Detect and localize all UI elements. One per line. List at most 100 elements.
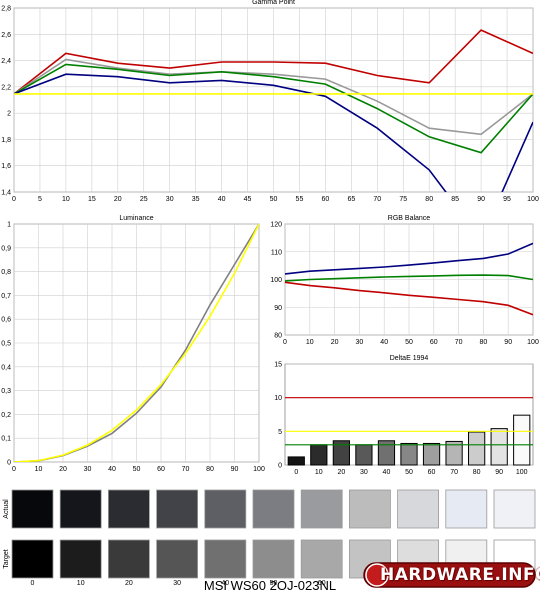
luminance-ytick-label: 0,5 bbox=[1, 341, 11, 348]
deltae-bar-70 bbox=[445, 440, 463, 466]
luminance-ytick-label: 1 bbox=[7, 222, 11, 229]
deltae-xtick-label: 30 bbox=[360, 469, 368, 476]
gamma-xtick-label: 80 bbox=[425, 196, 433, 203]
gamma-ytick-label: 1,4 bbox=[1, 190, 11, 197]
logo-text: HARDWARE.INFO bbox=[380, 565, 540, 585]
deltae-ytick-label: 15 bbox=[274, 362, 282, 369]
gamma-xtick-label: 35 bbox=[192, 196, 200, 203]
rgb-xtick-label: 80 bbox=[480, 339, 488, 346]
rgb-xtick-label: 60 bbox=[430, 339, 438, 346]
luminance-title: Luminance bbox=[119, 215, 153, 222]
deltae-bar-50 bbox=[400, 442, 418, 466]
deltae-xtick-label: 10 bbox=[315, 469, 323, 476]
swatch-target-20 bbox=[108, 539, 150, 579]
deltae-bar-20 bbox=[332, 440, 350, 466]
deltae-xtick-label: 0 bbox=[294, 469, 298, 476]
footer-caption: MSI WS60 2OJ-023NL bbox=[203, 578, 337, 593]
rgb-xtick-label: 20 bbox=[331, 339, 339, 346]
luminance-xtick-label: 30 bbox=[84, 466, 92, 473]
gamma-xtick-label: 20 bbox=[114, 196, 122, 203]
gamma-series-line-1 bbox=[14, 58, 533, 136]
luminance-xtick-label: 70 bbox=[182, 466, 190, 473]
gamma-xtick-label: 85 bbox=[451, 196, 459, 203]
swatch-target-60 bbox=[300, 539, 343, 579]
luminance-xtick-label: 0 bbox=[12, 466, 16, 473]
rgb-xtick-label: 90 bbox=[504, 339, 512, 346]
gamma-xtick-label: 15 bbox=[88, 196, 96, 203]
swatch-actual-20 bbox=[108, 489, 150, 529]
rgb-title: RGB Balance bbox=[388, 215, 431, 222]
gamma-xtick-label: 5 bbox=[38, 196, 42, 203]
deltae-xtick-label: 80 bbox=[473, 469, 481, 476]
swatch-label-60: 60 bbox=[318, 580, 326, 587]
swatch-target-50 bbox=[252, 539, 295, 579]
gamma-title: Gamma Point bbox=[252, 0, 295, 6]
gamma-series-line-3 bbox=[14, 73, 533, 192]
deltae-xtick-label: 20 bbox=[337, 469, 345, 476]
gamma-ytick-label: 1,6 bbox=[1, 163, 11, 170]
luminance-xtick-label: 90 bbox=[231, 466, 239, 473]
gamma-xtick-label: 30 bbox=[166, 196, 174, 203]
gamma-xtick-label: 95 bbox=[503, 196, 511, 203]
rgb-ytick-label: 100 bbox=[270, 277, 282, 284]
logo-rest: ARDWARE.INFO bbox=[394, 565, 540, 585]
gamma-ytick-label: 2,2 bbox=[1, 84, 11, 91]
gamma-xtick-label: 25 bbox=[140, 196, 148, 203]
swatch-label-0: 0 bbox=[31, 580, 35, 587]
luminance-ytick-label: 0,1 bbox=[1, 436, 11, 443]
gamma-xtick-label: 60 bbox=[322, 196, 330, 203]
deltae-xtick-label: 60 bbox=[428, 469, 436, 476]
deltae-bar-0 bbox=[287, 456, 305, 466]
rgb-series-line-0 bbox=[285, 242, 533, 275]
rgb-xtick-label: 10 bbox=[306, 339, 314, 346]
deltae-title: DeltaE 1994 bbox=[390, 355, 429, 362]
luminance-ytick-label: 0,7 bbox=[1, 293, 11, 300]
luminance-xtick-label: 10 bbox=[35, 466, 43, 473]
gamma-series-line-2 bbox=[14, 63, 533, 154]
luminance-series-line-1 bbox=[14, 224, 259, 462]
luminance-ytick-label: 0,4 bbox=[1, 364, 11, 371]
swatch-target-0 bbox=[11, 539, 54, 579]
gamma-xtick-label: 50 bbox=[270, 196, 278, 203]
luminance-xtick-label: 60 bbox=[157, 466, 165, 473]
deltae-ytick-label: 5 bbox=[278, 429, 282, 436]
deltae-bar-60 bbox=[422, 442, 441, 466]
swatch-actual-0 bbox=[11, 489, 54, 529]
swatch-actual-70 bbox=[348, 489, 391, 529]
gamma-xtick-label: 40 bbox=[218, 196, 226, 203]
swatch-target-40 bbox=[204, 539, 247, 579]
swatch-label-40: 40 bbox=[221, 580, 229, 587]
gamma-ytick-label: 2 bbox=[7, 111, 11, 118]
luminance-ytick-label: 0,9 bbox=[1, 245, 11, 252]
gamma-ytick-label: 2,8 bbox=[1, 6, 11, 13]
swatch-row-label-actual: Actual bbox=[3, 499, 10, 519]
rgb-xtick-label: 40 bbox=[380, 339, 388, 346]
deltae-xtick-label: 50 bbox=[405, 469, 413, 476]
deltae-bar-100 bbox=[513, 414, 531, 466]
rgb-series-line-2 bbox=[285, 281, 533, 316]
gamma-ytick-label: 1,8 bbox=[1, 137, 11, 144]
deltae-xtick-label: 70 bbox=[450, 469, 458, 476]
swatch-actual-40 bbox=[204, 489, 247, 529]
deltae-xtick-label: 100 bbox=[516, 469, 528, 476]
rgb-ytick-label: 110 bbox=[271, 249, 282, 256]
swatch-target-30 bbox=[156, 539, 199, 579]
gamma-xtick-label: 55 bbox=[296, 196, 304, 203]
swatch-label-20: 20 bbox=[125, 580, 133, 587]
site-logo: HARDWARE.INFO bbox=[362, 560, 540, 590]
rgb-series-line-1 bbox=[285, 274, 533, 282]
gamma-xtick-label: 75 bbox=[399, 196, 407, 203]
swatch-label-50: 50 bbox=[270, 580, 278, 587]
deltae-ytick-label: 0 bbox=[278, 463, 282, 470]
swatch-actual-50 bbox=[252, 489, 295, 529]
luminance-xtick-label: 80 bbox=[206, 466, 214, 473]
gamma-xtick-label: 100 bbox=[527, 196, 539, 203]
deltae-xtick-label: 90 bbox=[495, 469, 503, 476]
luminance-ytick-label: 0,2 bbox=[1, 412, 11, 419]
deltae-bar-30 bbox=[355, 444, 373, 466]
deltae-bar-80 bbox=[468, 431, 486, 466]
rgb-xtick-label: 100 bbox=[527, 339, 539, 346]
gamma-xtick-label: 10 bbox=[62, 196, 70, 203]
luminance-ytick-label: 0,3 bbox=[1, 388, 11, 395]
